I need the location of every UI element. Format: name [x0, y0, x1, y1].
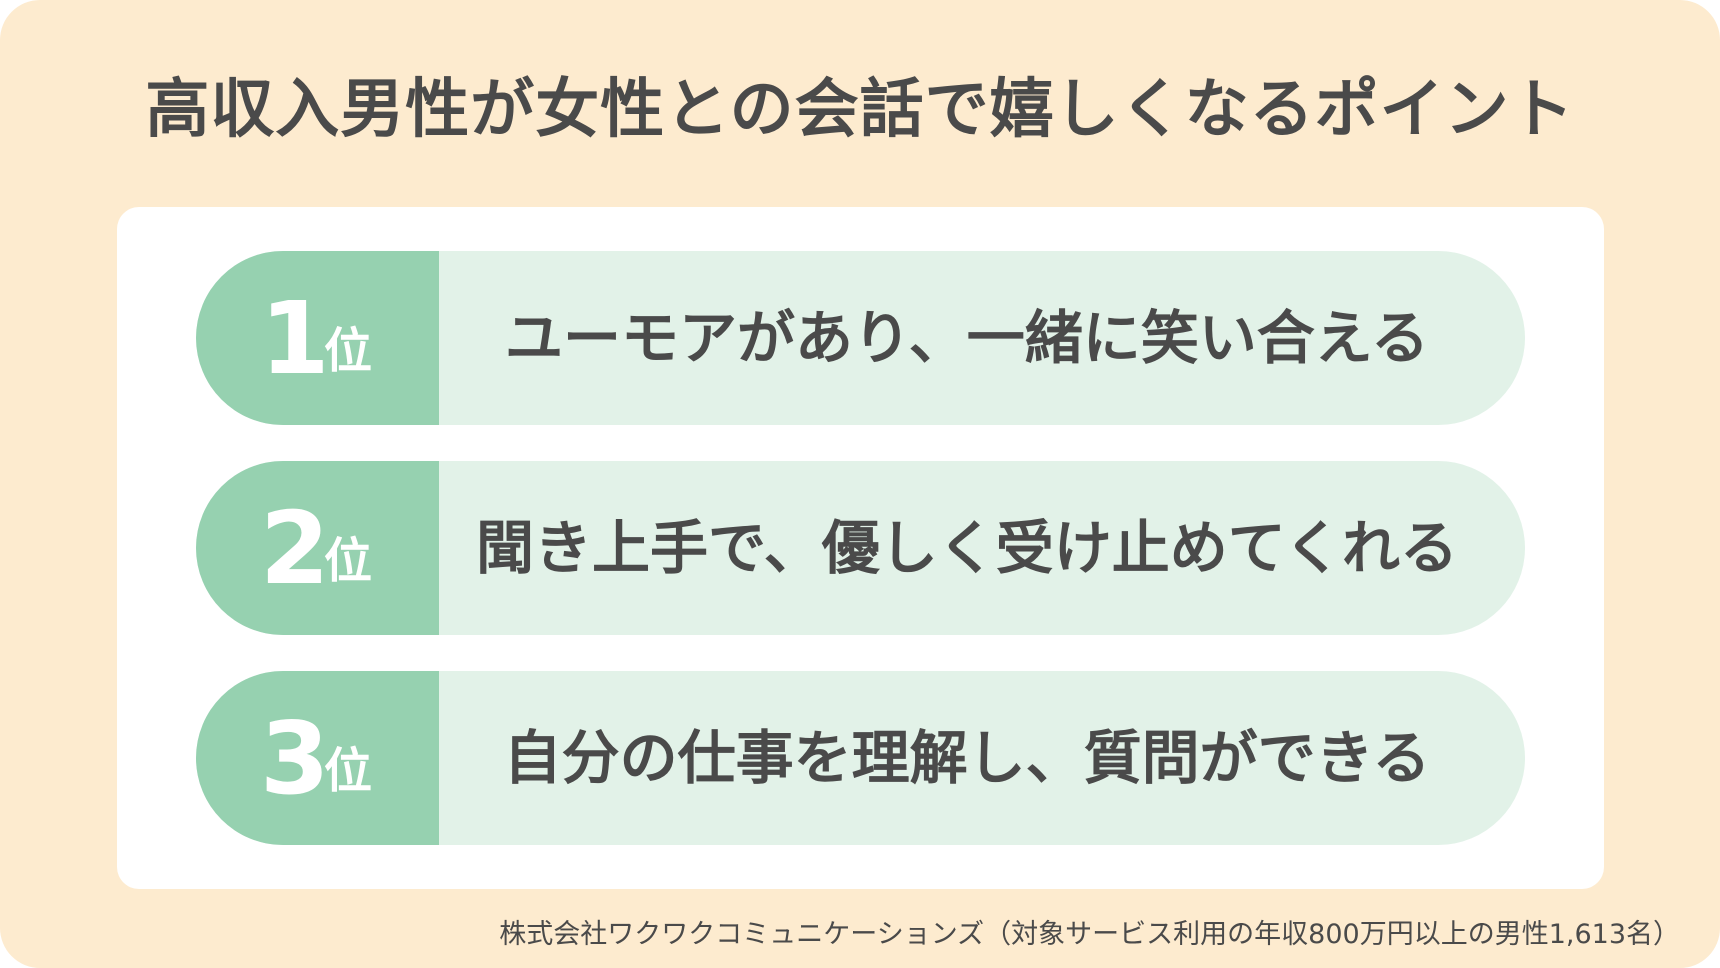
rank-number: 2 [260, 490, 330, 607]
ranking-text: ユーモアがあり、一緒に笑い合える [505, 304, 1429, 372]
rank-unit: 位 [324, 533, 373, 589]
ranking-item-3: 3 位 自分の仕事を理解し、質問ができる [196, 671, 1525, 845]
rank-unit: 位 [324, 743, 373, 799]
ranking-text: 聞き上手で、優しく受け止めてくれる [476, 514, 1458, 582]
rank-number: 1 [260, 280, 330, 397]
page-title: 高収入男性が女性との会話で嬉しくなるポイント [145, 73, 1575, 147]
ranking-item-2: 2 位 聞き上手で、優しく受け止めてくれる [196, 461, 1525, 635]
ranking-item-1: 1 位 ユーモアがあり、一緒に笑い合える [196, 251, 1525, 425]
rank-badge: 3 位 [196, 671, 439, 845]
rank-badge: 2 位 [196, 461, 439, 635]
rank-badge: 1 位 [196, 251, 439, 425]
ranking-text: 自分の仕事を理解し、質問ができる [503, 724, 1431, 792]
rank-unit: 位 [324, 323, 373, 379]
source-note: 株式会社ワクワクコミュニケーションズ（対象サービス利用の年収800万円以上の男性… [499, 919, 1680, 950]
rank-number: 3 [260, 700, 330, 817]
